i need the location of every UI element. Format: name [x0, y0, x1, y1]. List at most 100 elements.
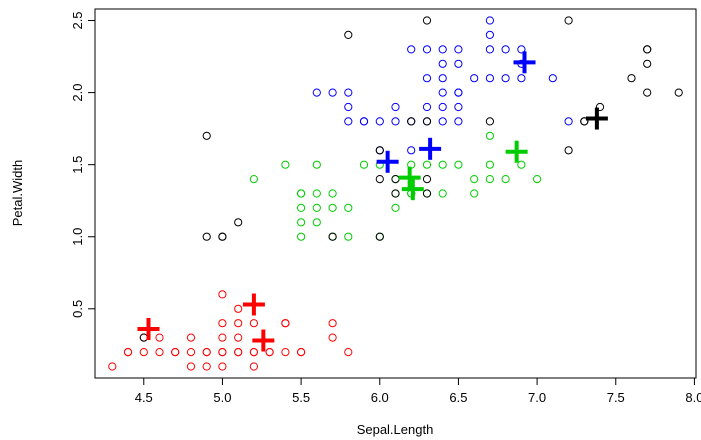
- data-point: [375, 175, 384, 184]
- data-point: [265, 348, 274, 357]
- centroid-marker: [242, 293, 265, 316]
- data-point: [359, 117, 369, 126]
- data-point: [485, 160, 494, 169]
- data-point: [485, 74, 494, 83]
- x-tick-label: 6.5: [449, 390, 467, 405]
- data-point: [312, 189, 321, 198]
- y-tick-label: 0.5: [70, 300, 85, 318]
- data-point: [643, 88, 652, 97]
- data-point: [438, 160, 447, 169]
- data-point: [501, 45, 510, 54]
- data-point: [643, 45, 652, 54]
- data-point: [344, 348, 353, 357]
- data-point: [328, 232, 337, 241]
- data-point: [438, 59, 447, 68]
- data-point: [328, 189, 337, 198]
- data-point: [297, 189, 306, 198]
- data-point: [171, 348, 180, 357]
- centroids-layer: [137, 51, 608, 352]
- data-point: [218, 319, 227, 328]
- data-point: [438, 102, 447, 112]
- data-point: [234, 333, 243, 342]
- x-axis: 4.5 5.0 5.5 6.0 6.5 7.0 7.5 8.0: [135, 377, 701, 405]
- data-point: [234, 319, 243, 328]
- y-tick-label: 2.5: [70, 11, 85, 29]
- x-tick-label: 4.5: [135, 390, 153, 405]
- data-point: [108, 362, 117, 371]
- data-point: [564, 16, 573, 25]
- data-point: [312, 203, 321, 212]
- x-tick-label: 8.0: [685, 390, 701, 405]
- data-point: [328, 88, 337, 97]
- data-point: [422, 16, 432, 25]
- data-point: [407, 45, 416, 54]
- data-point: [202, 348, 211, 357]
- plot-frame: [94, 8, 697, 379]
- data-point: [139, 348, 148, 357]
- data-point: [375, 146, 384, 155]
- centroid-marker: [505, 140, 528, 163]
- data-point: [218, 290, 227, 299]
- centroid-marker: [252, 329, 275, 352]
- data-point: [249, 362, 258, 371]
- data-point: [674, 88, 683, 97]
- data-point: [422, 45, 432, 54]
- data-point: [218, 333, 227, 342]
- data-point: [234, 304, 243, 313]
- data-point: [422, 160, 432, 169]
- data-point: [517, 160, 526, 169]
- data-point: [422, 117, 432, 126]
- data-point: [438, 189, 447, 198]
- data-point: [391, 203, 400, 212]
- data-point: [564, 117, 573, 126]
- data-point: [312, 160, 321, 169]
- data-point: [249, 319, 258, 328]
- data-point: [485, 16, 494, 25]
- data-point: [407, 117, 416, 126]
- data-point: [234, 218, 243, 227]
- centroid-marker: [376, 150, 399, 173]
- data-point: [580, 117, 589, 126]
- data-point: [155, 333, 164, 342]
- y-tick-label: 1.5: [70, 156, 85, 174]
- data-point: [517, 74, 526, 83]
- data-point: [202, 362, 211, 371]
- data-point: [297, 348, 306, 357]
- data-point: [281, 160, 290, 169]
- data-point: [249, 348, 258, 357]
- data-point: [359, 160, 369, 169]
- centroid-marker: [398, 166, 421, 189]
- data-point: [485, 117, 494, 126]
- data-point: [186, 362, 196, 371]
- data-point: [328, 319, 337, 328]
- data-point: [344, 117, 353, 126]
- data-point: [249, 175, 258, 184]
- x-tick-label: 7.0: [528, 390, 546, 405]
- data-point: [454, 102, 463, 112]
- data-point: [344, 102, 353, 112]
- data-point: [312, 218, 321, 227]
- centroid-marker: [419, 137, 442, 160]
- data-point: [470, 189, 479, 198]
- data-point: [391, 175, 400, 184]
- data-point: [422, 74, 432, 83]
- centroid-marker: [513, 51, 536, 74]
- data-point: [297, 232, 306, 241]
- data-point: [470, 74, 479, 83]
- centroid-marker: [137, 317, 160, 340]
- data-point: [485, 131, 494, 140]
- data-point: [375, 117, 384, 126]
- data-point: [422, 189, 432, 198]
- data-point: [218, 362, 227, 371]
- data-point: [548, 74, 557, 83]
- data-point: [344, 232, 353, 241]
- y-tick-label: 2.0: [70, 84, 85, 102]
- data-point: [501, 74, 510, 83]
- data-point: [186, 348, 196, 357]
- data-point: [454, 117, 463, 126]
- data-point: [186, 333, 196, 342]
- x-tick-label: 6.0: [371, 390, 389, 405]
- data-point: [422, 102, 432, 112]
- data-point: [344, 30, 353, 40]
